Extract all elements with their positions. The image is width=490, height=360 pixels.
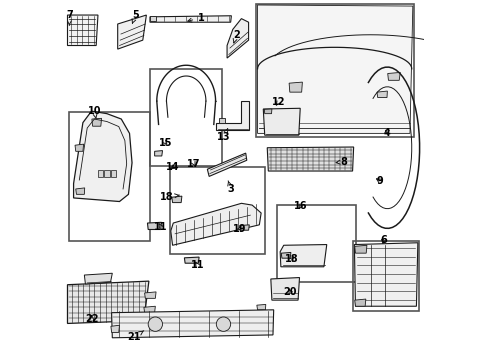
Bar [256,4,414,137]
Bar [170,167,265,253]
Polygon shape [68,15,98,45]
Text: 6: 6 [380,235,387,245]
Polygon shape [207,153,247,176]
Polygon shape [388,72,400,80]
Text: 17: 17 [187,159,201,169]
Text: 2: 2 [233,30,240,43]
Text: 13: 13 [217,129,230,142]
Bar [69,112,150,241]
Text: 3: 3 [227,181,234,194]
Polygon shape [280,244,327,267]
Text: 18: 18 [160,192,179,202]
Polygon shape [258,5,413,134]
Polygon shape [240,225,249,230]
Polygon shape [172,196,182,203]
Polygon shape [289,82,302,92]
Polygon shape [112,310,274,338]
Polygon shape [68,281,149,323]
Polygon shape [216,101,248,130]
Text: 7: 7 [66,10,73,26]
Polygon shape [267,147,354,171]
Polygon shape [355,245,367,253]
Polygon shape [98,170,103,177]
Bar [150,69,221,166]
Polygon shape [111,170,116,177]
Text: 12: 12 [272,97,286,107]
Polygon shape [219,118,225,123]
Text: 18: 18 [285,254,299,264]
Text: 21: 21 [127,331,144,342]
Text: 11: 11 [191,260,204,270]
Polygon shape [147,222,161,229]
Polygon shape [150,16,231,22]
Circle shape [216,317,231,331]
Polygon shape [171,203,261,245]
Text: 16: 16 [294,201,307,211]
Text: 9: 9 [376,176,384,186]
Polygon shape [74,111,132,202]
Polygon shape [104,170,110,177]
Polygon shape [281,252,291,258]
Text: 20: 20 [284,287,297,297]
Text: 8: 8 [336,157,347,167]
Text: 10: 10 [88,106,101,118]
Circle shape [148,317,163,331]
Polygon shape [155,150,163,156]
Text: 19: 19 [233,225,246,234]
Polygon shape [111,325,120,332]
Text: 15: 15 [159,138,172,148]
Text: 22: 22 [85,314,98,324]
Polygon shape [265,109,272,114]
Polygon shape [145,292,156,298]
Text: 14: 14 [166,162,179,172]
Bar [353,241,419,311]
Text: 1: 1 [188,13,205,23]
Polygon shape [271,278,299,300]
Text: 11: 11 [154,222,168,231]
Polygon shape [377,91,388,98]
Polygon shape [144,306,155,313]
Polygon shape [263,108,300,135]
Polygon shape [118,15,147,49]
Polygon shape [76,188,85,194]
Polygon shape [84,273,112,284]
Text: 5: 5 [132,10,139,23]
Bar [277,205,356,282]
Polygon shape [75,144,84,151]
Polygon shape [184,257,199,263]
Polygon shape [92,118,101,126]
Polygon shape [355,299,366,306]
Polygon shape [354,243,418,306]
Text: 4: 4 [384,128,391,138]
Polygon shape [150,17,156,22]
Polygon shape [227,19,248,58]
Polygon shape [257,305,266,310]
